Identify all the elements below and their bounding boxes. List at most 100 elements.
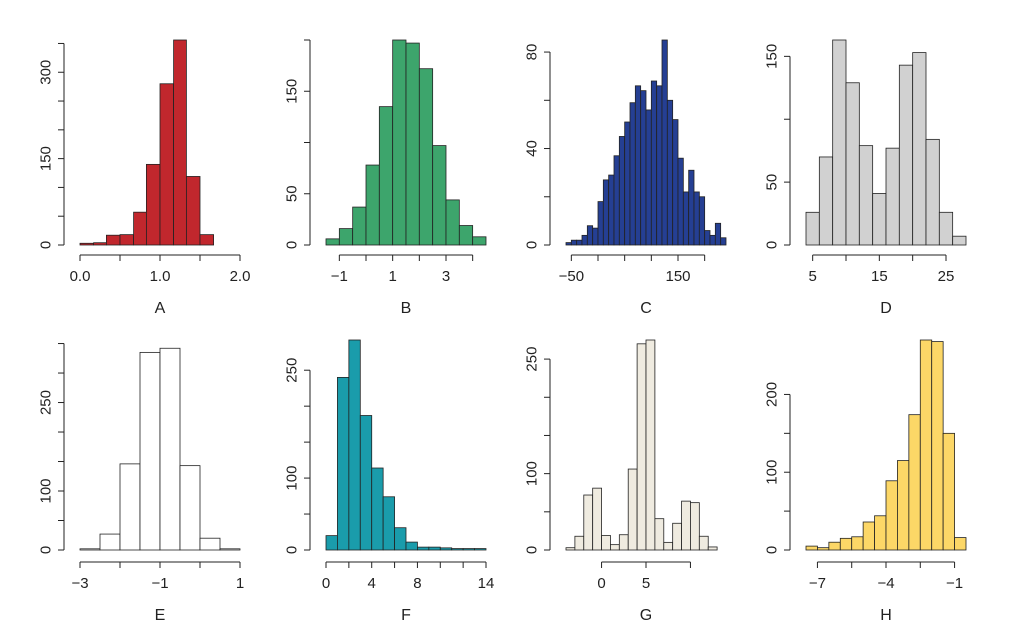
x-tick-label: 150 — [665, 268, 690, 285]
histogram-bar — [565, 547, 576, 551]
histogram-bar — [931, 341, 944, 551]
y-tick-label: 250 — [284, 358, 301, 383]
histogram-bar — [199, 537, 221, 551]
y-tick-label: 150 — [38, 146, 55, 171]
y-tick-label: 40 — [524, 140, 541, 157]
histogram-bar — [690, 502, 700, 551]
y-tick-label: 150 — [284, 79, 301, 104]
histogram-bar — [139, 351, 161, 551]
histogram-bar — [445, 199, 460, 246]
x-tick-label: 5 — [808, 268, 816, 285]
x-tick-label: 1.0 — [150, 268, 171, 285]
histogram-bar — [817, 547, 830, 551]
y-tick-label: 300 — [38, 60, 55, 85]
histogram-bar — [325, 535, 338, 551]
histogram-bar — [405, 42, 420, 246]
histogram-bar — [418, 68, 434, 246]
histogram-bar — [681, 500, 691, 551]
histogram-bar — [828, 541, 841, 551]
x-axis-label: G — [640, 607, 652, 624]
histogram-bar — [602, 179, 610, 246]
x-axis-label: B — [401, 300, 412, 317]
x-tick-label: 0 — [597, 575, 605, 592]
y-tick-label: 0 — [524, 546, 541, 554]
y-tick-label: 100 — [284, 466, 301, 491]
y-tick-label: 0 — [524, 241, 541, 249]
histogram-bar — [885, 147, 900, 246]
histogram-bar — [325, 238, 340, 246]
histogram-bar — [601, 535, 611, 551]
y-tick-label: 80 — [524, 44, 541, 61]
histogram-bar — [872, 193, 887, 246]
x-axis-label: C — [640, 300, 652, 317]
histogram-bar — [613, 155, 620, 246]
histogram-bar — [472, 236, 487, 246]
histogram-bar — [474, 548, 487, 551]
histogram-bar — [636, 343, 647, 551]
histogram-bar — [661, 39, 668, 246]
histogram-panel-e: −3 −1 1 0 100 250 E — [38, 343, 244, 624]
y-tick-label: 50 — [284, 185, 301, 202]
x-tick-label: 8 — [413, 575, 421, 592]
histogram-bar — [581, 234, 588, 246]
histogram-bar — [654, 518, 665, 551]
x-tick-label: 1 — [236, 575, 244, 592]
x-tick-label: 25 — [938, 268, 955, 285]
histogram-bar — [698, 535, 709, 551]
histogram-bar — [405, 541, 418, 551]
histogram-bar — [597, 201, 604, 246]
histogram-bar — [677, 157, 684, 246]
histogram-bar — [365, 164, 380, 246]
histogram-bar — [119, 463, 141, 551]
histogram-bar — [583, 494, 594, 551]
histogram-bar — [458, 225, 474, 246]
x-tick-label: 4 — [368, 575, 376, 592]
histogram-bar — [574, 535, 585, 551]
histogram-bar — [145, 163, 161, 246]
y-tick-label: 0 — [764, 241, 781, 249]
x-axis-label: H — [880, 607, 892, 624]
histogram-bar — [682, 191, 690, 246]
y-tick-label: 150 — [764, 44, 781, 69]
histogram-bar — [874, 515, 887, 551]
histogram-panel-b: −1 1 3 0 50 150 B — [284, 39, 487, 317]
y-tick-label: 100 — [524, 461, 541, 486]
histogram-bar — [839, 537, 853, 551]
histogram-bar — [79, 548, 101, 551]
histogram-bar — [428, 546, 441, 551]
x-tick-label: −1 — [151, 575, 168, 592]
histogram-bar — [378, 106, 394, 246]
histogram-bar — [640, 90, 647, 246]
x-tick-label: −3 — [71, 575, 88, 592]
histogram-bar — [851, 536, 864, 551]
histogram-bar — [417, 546, 430, 551]
histogram-bar — [439, 547, 453, 551]
histogram-bar — [618, 136, 626, 246]
x-tick-label: 0.0 — [70, 268, 91, 285]
histogram-bar — [688, 169, 695, 246]
histogram-bar — [338, 228, 354, 246]
x-axis-label: D — [880, 300, 892, 317]
x-tick-label: 15 — [871, 268, 888, 285]
histogram-bar — [337, 376, 350, 551]
x-axis-label: F — [401, 607, 411, 624]
histogram-bar — [586, 225, 594, 246]
x-tick-label: 14 — [478, 575, 495, 592]
histogram-bar — [159, 83, 175, 246]
histogram-bar — [672, 119, 679, 246]
y-tick-label: 100 — [38, 478, 55, 503]
x-tick-label: −1 — [331, 268, 348, 285]
histogram-bar — [656, 85, 663, 246]
histogram-bar — [634, 85, 642, 246]
histogram-bar — [912, 52, 927, 246]
histogram-bar — [714, 222, 722, 246]
histogram-bar — [592, 487, 602, 551]
histogram-bar — [666, 99, 674, 246]
histogram-bar — [707, 546, 718, 551]
histogram-bar — [693, 191, 700, 246]
histogram-bar — [133, 211, 147, 246]
histogram-panel-d: 5 15 25 0 50 150 D — [764, 39, 967, 317]
histogram-bar — [352, 206, 367, 246]
